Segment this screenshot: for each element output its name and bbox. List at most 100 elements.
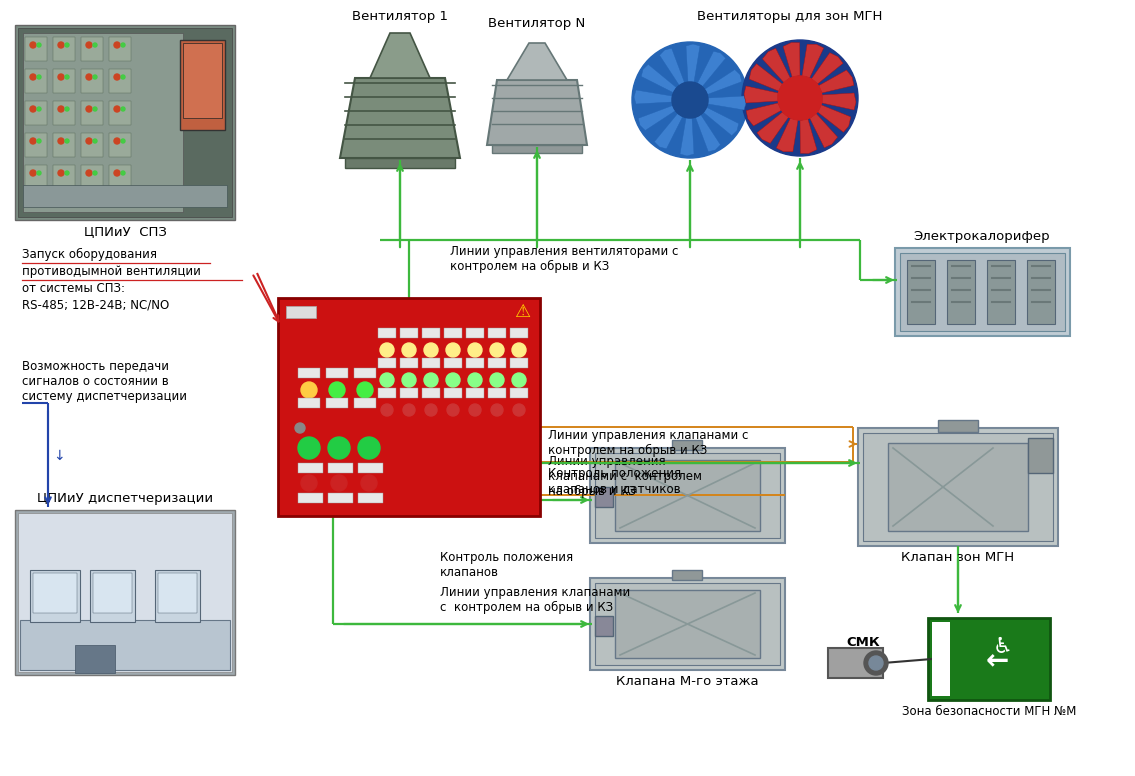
Polygon shape [800,119,817,154]
Polygon shape [749,64,782,91]
Bar [888,443,1028,531]
Bar [595,487,613,507]
Bar [33,573,77,613]
Bar [299,368,320,378]
Circle shape [114,74,120,80]
Circle shape [295,423,305,433]
Circle shape [37,75,41,79]
Bar [326,368,348,378]
Text: ←: ← [985,647,1009,675]
Polygon shape [340,78,460,158]
Circle shape [58,74,64,80]
Bar [672,440,703,450]
Circle shape [632,42,748,158]
Text: Вентиляторы для зон МГН: Вентиляторы для зон МГН [697,10,883,23]
Bar [488,388,506,398]
Bar [510,388,528,398]
Text: ЦПИиУ диспетчеризации: ЦПИиУ диспетчеризации [37,492,213,505]
Circle shape [86,74,92,80]
Bar [896,248,1070,336]
Circle shape [86,138,92,144]
Circle shape [468,373,482,387]
Bar [30,570,79,622]
Circle shape [93,43,96,47]
Polygon shape [659,48,684,85]
Bar [1028,438,1053,473]
Circle shape [864,651,888,675]
Circle shape [30,74,36,80]
Polygon shape [757,112,789,144]
Bar [23,33,183,212]
Bar [938,420,978,432]
Circle shape [490,343,504,357]
Text: Вентилятор 1: Вентилятор 1 [352,10,448,23]
Polygon shape [763,48,790,83]
Circle shape [742,40,858,156]
Circle shape [37,43,41,47]
Bar [109,37,131,61]
Bar [672,570,703,580]
Circle shape [93,107,96,111]
Bar [491,145,582,153]
Circle shape [361,475,377,491]
Bar [345,158,455,168]
Bar [615,460,760,531]
Polygon shape [783,43,800,78]
Bar [422,358,440,368]
Circle shape [86,106,92,112]
Circle shape [380,373,394,387]
Bar [109,133,131,157]
Bar [510,358,528,368]
Text: Электрокалорифер: Электрокалорифер [914,230,1050,243]
Circle shape [114,170,120,176]
Text: Линии управления вентиляторами с
контролем на обрыв и КЗ: Линии управления вентиляторами с контрол… [449,245,679,273]
Text: Клапана М-го этажа: Клапана М-го этажа [615,675,758,688]
Polygon shape [812,53,843,84]
Text: Контроль положения
клапанов: Контроль положения клапанов [440,551,573,579]
Bar [158,573,197,613]
Bar [354,368,376,378]
Circle shape [65,139,69,143]
Circle shape [37,139,41,143]
Bar [25,101,47,125]
Text: от системы СПЗ:: от системы СПЗ: [22,282,125,295]
Polygon shape [809,113,838,147]
Text: RS-485; 12В-24В; NC/NO: RS-485; 12В-24В; NC/NO [22,299,169,312]
Bar [354,398,376,408]
Circle shape [512,373,526,387]
Polygon shape [370,33,430,78]
Bar [155,570,200,622]
Circle shape [30,138,36,144]
Circle shape [790,88,810,108]
Circle shape [121,139,125,143]
Bar [109,101,131,125]
Bar [400,358,418,368]
Circle shape [329,382,345,398]
Circle shape [86,170,92,176]
Circle shape [30,170,36,176]
Polygon shape [697,51,725,86]
Circle shape [121,107,125,111]
Circle shape [58,42,64,48]
Circle shape [301,382,317,398]
Circle shape [424,343,438,357]
Circle shape [358,437,380,459]
Text: Линии управления клапанами
с  контролем на обрыв и КЗ: Линии управления клапанами с контролем н… [440,586,630,614]
Polygon shape [818,70,854,93]
Bar [15,510,235,675]
Circle shape [403,404,415,416]
Bar [987,260,1015,324]
Bar [907,260,935,324]
Bar [90,570,135,622]
Polygon shape [817,105,851,132]
Text: СМК: СМК [847,636,880,650]
Bar [595,583,780,665]
Bar [25,37,47,61]
Circle shape [328,437,350,459]
Bar [93,573,132,613]
Bar [947,260,975,324]
Bar [53,69,75,93]
Polygon shape [680,118,693,156]
Circle shape [93,171,96,175]
Bar [444,328,462,338]
